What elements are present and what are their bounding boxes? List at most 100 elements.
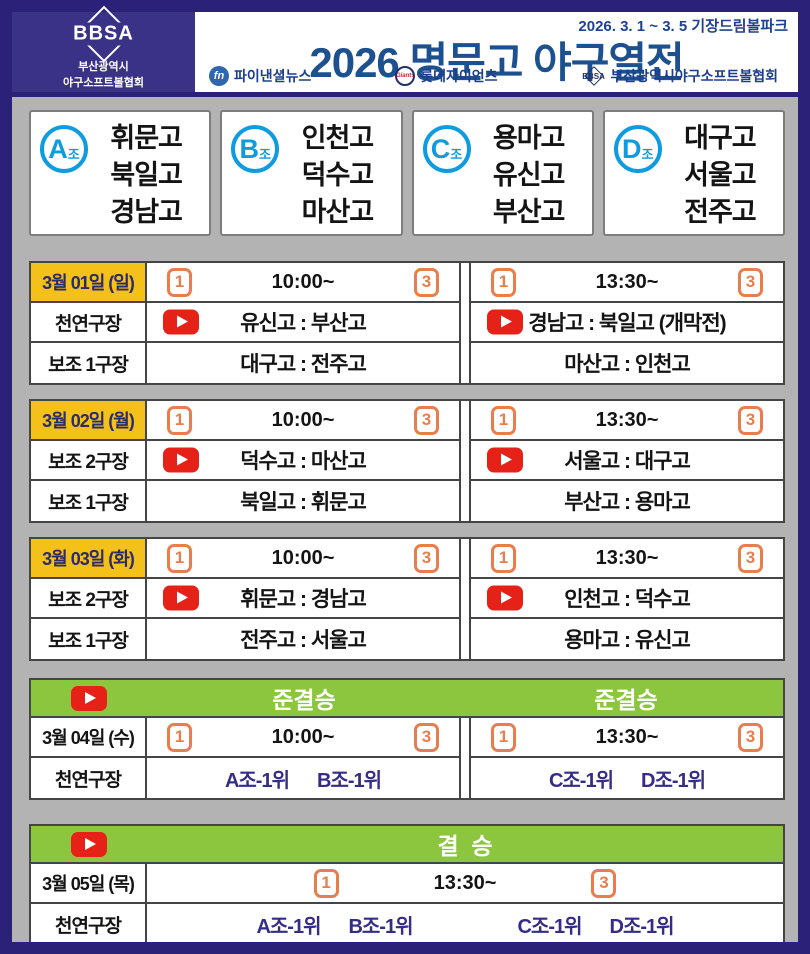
sponsor-row: fn 파이낸셜뉴스 Giants 롯데자이언츠 BBSA 부산광역시야구소프트볼… [209, 65, 778, 87]
qualifier-slot: D조-1위 [609, 915, 675, 938]
final-header-row: 결 승 [31, 826, 783, 864]
sponsor-financial-news: fn 파이낸셜뉴스 [209, 66, 311, 86]
matchup: 마산고 : 인천고 [564, 353, 691, 376]
session-time: 10:00~ [271, 270, 335, 293]
qualifier-slot: B조-1위 [348, 915, 413, 938]
youtube-icon [163, 447, 199, 473]
youtube-icon [487, 447, 523, 473]
session-time: 10:00~ [271, 546, 335, 569]
sponsor-name: 부산광역시야구소프트볼협회 [610, 68, 778, 84]
venue-cell: 천연구장 [31, 904, 147, 942]
qualifier-slot: B조-1위 [317, 769, 382, 792]
column-gap [461, 343, 469, 383]
youtube-icon [487, 585, 523, 611]
column-gap [461, 481, 469, 521]
matchup: 경남고 : 북일고 (개막전) [528, 312, 726, 335]
team-name: 서울고 [684, 160, 757, 190]
team-name: 마산고 [301, 197, 375, 227]
event-title: 2026 명문고 야구열전 [309, 39, 684, 86]
session-time: 13:30~ [595, 408, 659, 431]
column-gap [461, 758, 469, 798]
game-cell: 전주고 : 서울고 [147, 619, 461, 659]
sponsor-name: 롯데자이언츠 [420, 68, 498, 84]
channel-1-badge-icon: 1 [313, 868, 339, 898]
column-gap [461, 718, 469, 758]
final-slot-cell: A조-1위 B조-1위 C조-1위 D조-1위 [147, 904, 783, 942]
session-time: 10:00~ [271, 408, 335, 431]
venue-cell: 천연구장 [31, 303, 147, 343]
team-name: 경남고 [110, 197, 183, 227]
team-name: 대구고 [684, 123, 757, 153]
matchup: 북일고 : 휘문고 [240, 491, 367, 514]
game-cell: 유신고 : 부산고 [147, 303, 461, 343]
matchup: 유신고 : 부산고 [240, 312, 367, 335]
semifinal-slot-cell: C조-1위 D조-1위 [469, 758, 783, 798]
date-cell: 3월 04일 (수) [31, 718, 147, 758]
game-cell: 북일고 : 휘문고 [147, 481, 461, 521]
qualifier-slot: C조-1위 [517, 915, 583, 938]
game-cell: 덕수고 : 마산고 [147, 441, 461, 481]
semifinal-slot-cell: A조-1위 B조-1위 [147, 758, 461, 798]
channel-1-badge-icon: 1 [167, 405, 192, 435]
session-time-cell: 1 10:00~ 3 [147, 718, 461, 758]
sponsor-name: 파이낸셜뉴스 [234, 68, 312, 84]
game-cell: 부산고 : 용마고 [469, 481, 783, 521]
channel-3-badge-icon: 3 [414, 267, 439, 297]
youtube-icon [163, 309, 199, 335]
session-time: 13:30~ [595, 270, 659, 293]
venue-cell: 보조 1구장 [31, 343, 147, 383]
bbsa-logo-block: BBSA 부산광역시 야구소프트볼협회 [12, 5, 195, 92]
team-name: 부산고 [492, 197, 566, 227]
giants-logo-icon: Giants [395, 66, 416, 86]
date-cell: 3월 01일 (일) [31, 263, 147, 303]
group-a-teams: 휘문고 북일고 경남고 [83, 120, 209, 231]
game-cell: 서울고 : 대구고 [469, 441, 783, 481]
venue-cell: 보조 2구장 [31, 441, 147, 481]
column-gap [461, 539, 469, 579]
final-label: 결 승 [437, 833, 493, 859]
game-cell: 대구고 : 전주고 [147, 343, 461, 383]
game-cell: 휘문고 : 경남고 [147, 579, 461, 619]
team-name: 용마고 [492, 123, 566, 153]
sponsor-lotte-giants: Giants 롯데자이언츠 [395, 66, 498, 86]
bbsa-diamond-logo-icon: BBSA [69, 5, 139, 62]
bbsa-logo-text: BBSA [70, 22, 137, 46]
matchup: 대구고 : 전주고 [240, 353, 367, 376]
team-name: 인천고 [301, 123, 375, 153]
matchup: 인천고 : 덕수고 [564, 588, 691, 611]
header-main-panel: 2026. 3. 1 ~ 3. 5 기장드림볼파크 2026 명문고 야구열전 … [195, 12, 798, 92]
channel-3-badge-icon: 3 [591, 868, 617, 898]
date-cell: 3월 02일 (월) [31, 401, 147, 441]
org-name-line2: 야구소프트볼협회 [63, 77, 144, 90]
matchup: 용마고 : 유신고 [564, 629, 691, 652]
channel-1-badge-icon: 1 [491, 722, 516, 752]
team-name: 유신고 [492, 160, 566, 190]
semifinal-header-row: 준결승 준결승 [31, 680, 783, 718]
column-gap [461, 579, 469, 619]
column-gap [461, 441, 469, 481]
fn-logo-icon: fn [209, 66, 229, 86]
channel-3-badge-icon: 3 [738, 722, 763, 752]
channel-1-badge-icon: 1 [167, 722, 192, 752]
semifinal-label: 준결승 [272, 687, 336, 713]
channel-3-badge-icon: 3 [738, 543, 763, 573]
game-cell: 마산고 : 인천고 [469, 343, 783, 383]
matchup: 덕수고 : 마산고 [240, 450, 367, 473]
matchup: 전주고 : 서울고 [240, 629, 367, 652]
sponsor-bbsa: BBSA 부산광역시야구소프트볼협회 [582, 65, 778, 87]
schedule-table-final: 결 승 3월 05일 (목) 1 13:30~ 3 천연구장 A조-1위 B조-… [29, 824, 785, 942]
channel-3-badge-icon: 3 [414, 405, 439, 435]
channel-1-badge-icon: 1 [167, 267, 192, 297]
team-name: 북일고 [110, 160, 183, 190]
youtube-icon [163, 585, 199, 611]
channel-1-badge-icon: 1 [491, 267, 516, 297]
channel-3-badge-icon: 3 [738, 267, 763, 297]
